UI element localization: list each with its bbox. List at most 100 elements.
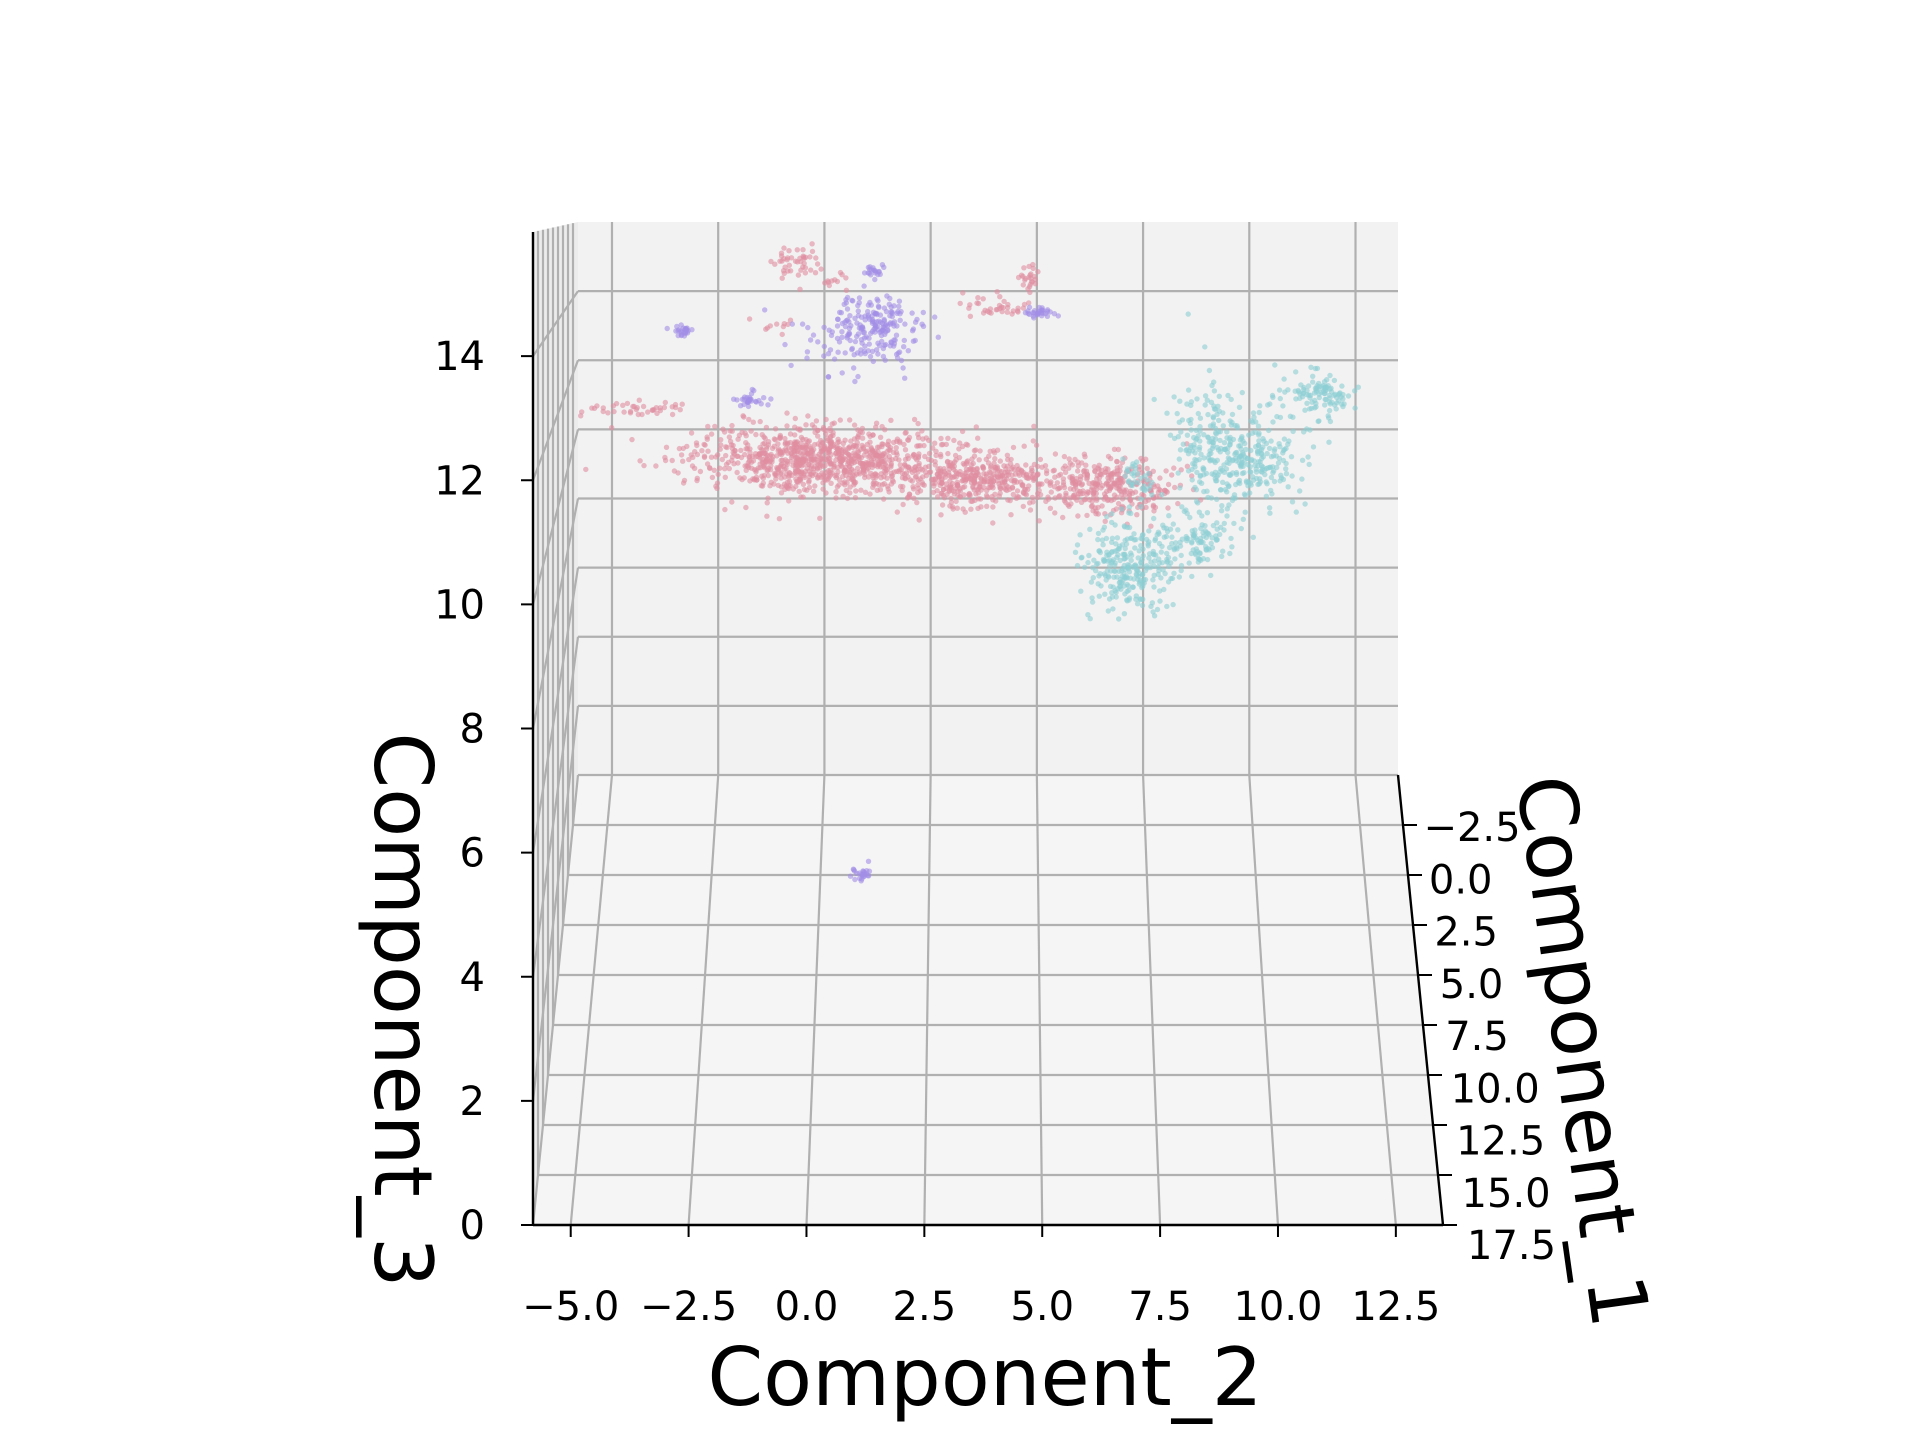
data-point xyxy=(1214,496,1220,502)
data-point xyxy=(784,485,791,491)
data-point xyxy=(888,304,894,310)
data-point xyxy=(1169,534,1175,540)
grid-line xyxy=(531,705,580,1101)
series-3 xyxy=(664,262,1062,884)
data-point xyxy=(843,287,850,293)
data-point xyxy=(705,448,711,454)
data-point xyxy=(1204,488,1210,494)
data-point xyxy=(1267,464,1273,471)
data-point xyxy=(839,370,845,376)
data-point xyxy=(888,309,894,315)
data-point xyxy=(796,488,802,495)
data-point xyxy=(680,445,686,452)
data-point xyxy=(806,479,812,485)
data-point xyxy=(661,404,668,411)
data-point xyxy=(754,477,760,483)
data-point xyxy=(828,438,834,444)
data-point xyxy=(1117,464,1123,470)
data-point xyxy=(787,458,794,464)
data-point xyxy=(825,374,832,380)
data-point xyxy=(1300,391,1306,397)
data-point xyxy=(1185,536,1191,542)
data-point xyxy=(957,300,963,307)
data-point xyxy=(820,486,826,492)
data-point xyxy=(591,405,598,411)
data-point xyxy=(1114,494,1120,500)
data-point xyxy=(1037,481,1043,487)
data-point xyxy=(1108,560,1115,566)
data-point xyxy=(909,310,915,316)
data-point xyxy=(1280,450,1286,456)
data-point xyxy=(1055,313,1062,319)
data-point xyxy=(1144,465,1150,472)
data-point xyxy=(1268,474,1275,481)
data-point xyxy=(784,410,790,416)
data-point xyxy=(726,434,733,440)
data-point xyxy=(792,459,799,465)
data-point xyxy=(662,399,668,406)
x-axis-label: Component_2 xyxy=(707,1331,1262,1424)
data-point xyxy=(1270,419,1276,425)
data-point xyxy=(1037,456,1044,463)
data-point xyxy=(835,349,841,355)
data-point xyxy=(1194,396,1200,402)
data-point xyxy=(778,490,785,496)
y-tick-label: −2.5 xyxy=(1423,805,1520,851)
data-point xyxy=(753,431,759,438)
data-point xyxy=(1271,478,1278,485)
data-point xyxy=(1316,394,1323,401)
data-point xyxy=(1229,419,1235,426)
data-point xyxy=(1114,535,1121,541)
data-point xyxy=(1337,390,1343,396)
data-point xyxy=(939,502,946,508)
data-point xyxy=(1302,501,1308,507)
data-point xyxy=(743,433,749,439)
data-point xyxy=(1156,540,1163,547)
data-point xyxy=(761,395,767,401)
data-point xyxy=(1010,444,1017,451)
data-point xyxy=(967,492,973,498)
data-point xyxy=(1316,380,1322,387)
y-axis-line xyxy=(1396,774,1445,1226)
data-point xyxy=(767,457,774,464)
data-point xyxy=(968,467,974,473)
data-point xyxy=(1128,535,1134,541)
data-point xyxy=(1057,471,1064,478)
data-point xyxy=(743,467,749,473)
data-point xyxy=(902,456,909,463)
data-point xyxy=(859,442,865,449)
data-point xyxy=(1107,583,1114,590)
data-point xyxy=(907,477,914,483)
data-point xyxy=(895,350,901,356)
data-point xyxy=(976,457,982,463)
data-point xyxy=(951,459,958,465)
data-point xyxy=(914,457,920,463)
data-point xyxy=(1074,562,1081,569)
data-point xyxy=(1096,548,1103,554)
data-point xyxy=(992,464,999,471)
data-point xyxy=(813,255,819,261)
data-point xyxy=(1158,549,1165,555)
data-point xyxy=(731,396,737,402)
data-point xyxy=(1121,583,1127,589)
data-point xyxy=(1029,494,1036,501)
data-point xyxy=(729,454,736,460)
data-point xyxy=(998,485,1004,492)
data-point xyxy=(1293,396,1299,402)
data-point xyxy=(804,465,810,471)
data-point xyxy=(1140,553,1146,559)
data-point xyxy=(1151,584,1157,590)
x-tick-label: 7.5 xyxy=(1128,1284,1192,1330)
data-point xyxy=(1162,570,1168,577)
z-tick-label: 6 xyxy=(460,831,485,877)
data-point xyxy=(686,456,692,463)
data-point xyxy=(1213,478,1219,484)
data-point xyxy=(677,407,683,413)
data-point xyxy=(1034,472,1040,478)
data-point xyxy=(1267,401,1273,407)
data-point xyxy=(1138,504,1144,510)
data-point xyxy=(876,342,883,349)
data-point xyxy=(746,316,753,322)
data-point xyxy=(971,453,978,459)
data-point xyxy=(1178,562,1185,569)
